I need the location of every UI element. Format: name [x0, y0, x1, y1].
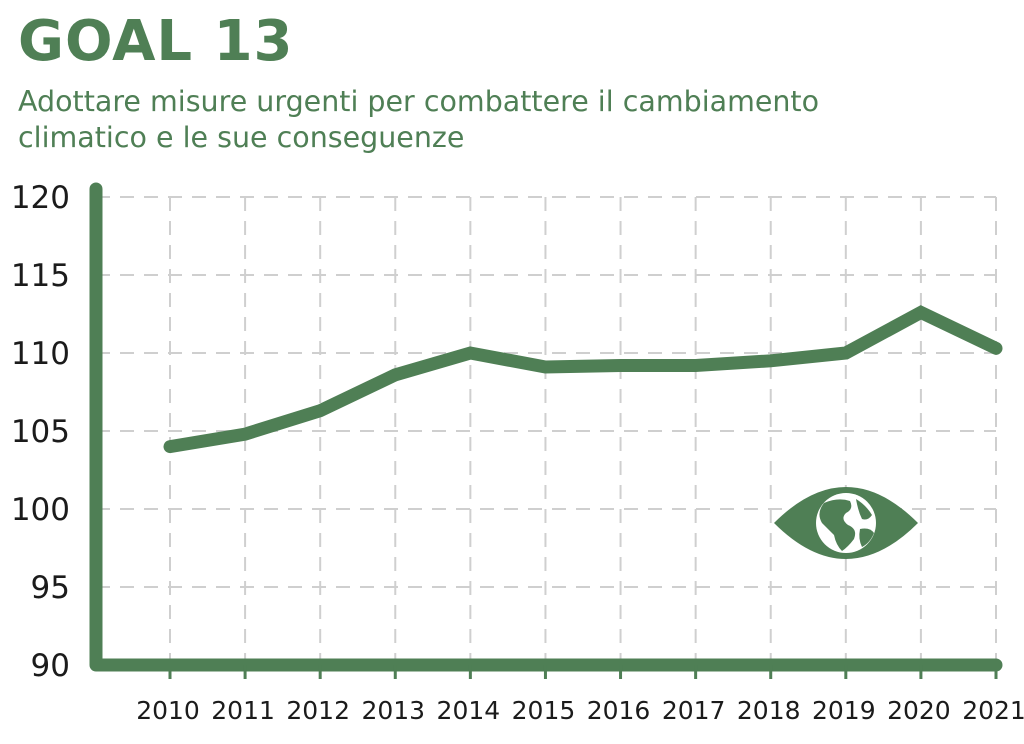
x-tick-label: 2019	[812, 696, 876, 725]
x-tick-label: 2010	[136, 696, 200, 725]
page-title: GOAL 13	[18, 9, 294, 74]
y-tick-label: 120	[11, 180, 70, 216]
data-point-2012	[319, 410, 321, 412]
page-subtitle: Adottare misure urgenti per combattere i…	[18, 84, 1018, 156]
x-tick-labels: 2010 2011 2012 2013 2014 2015 2016 2017 2018 2019…	[136, 696, 1024, 725]
x-tick-label: 2017	[662, 696, 726, 725]
data-point-2013	[394, 374, 396, 376]
axes	[89, 182, 1003, 679]
data-point-2017	[695, 364, 697, 366]
y-tick-label: 105	[11, 414, 70, 450]
subtitle-line-1: Adottare misure urgenti per combattere i…	[18, 85, 820, 118]
x-tick-label: 2021	[962, 696, 1024, 725]
data-point-2018	[770, 360, 772, 362]
data-point-2016	[620, 364, 622, 366]
x-tick-label: 2018	[737, 696, 801, 725]
y-tick-label: 100	[11, 492, 70, 528]
series	[163, 305, 1003, 454]
x-tick-label: 2020	[887, 696, 951, 725]
y-tick-label: 90	[31, 648, 70, 684]
data-point-2020	[920, 311, 922, 313]
data-point-2021	[995, 347, 997, 349]
x-tick-label: 2013	[361, 696, 425, 725]
y-tick-label: 115	[11, 258, 70, 294]
data-point-2014	[469, 352, 471, 354]
y-tick-labels: 90 95 100 105 110 115 120	[11, 180, 70, 684]
y-tick-label: 110	[11, 336, 70, 372]
data-point-2011	[244, 433, 246, 435]
data-point-2015	[544, 366, 546, 368]
data-point-2019	[845, 352, 847, 354]
series-line	[163, 305, 1003, 454]
subtitle-line-2: climatico e le sue conseguenze	[18, 121, 465, 154]
x-tick-label: 2012	[286, 696, 350, 725]
data-point-2010	[169, 446, 171, 448]
x-tick-label: 2016	[587, 696, 651, 725]
x-tick-label: 2015	[512, 696, 576, 725]
x-tick-label: 2014	[437, 696, 501, 725]
x-tick-label: 2011	[211, 696, 275, 725]
y-tick-label: 95	[31, 570, 70, 606]
eye-globe-icon	[774, 487, 918, 559]
